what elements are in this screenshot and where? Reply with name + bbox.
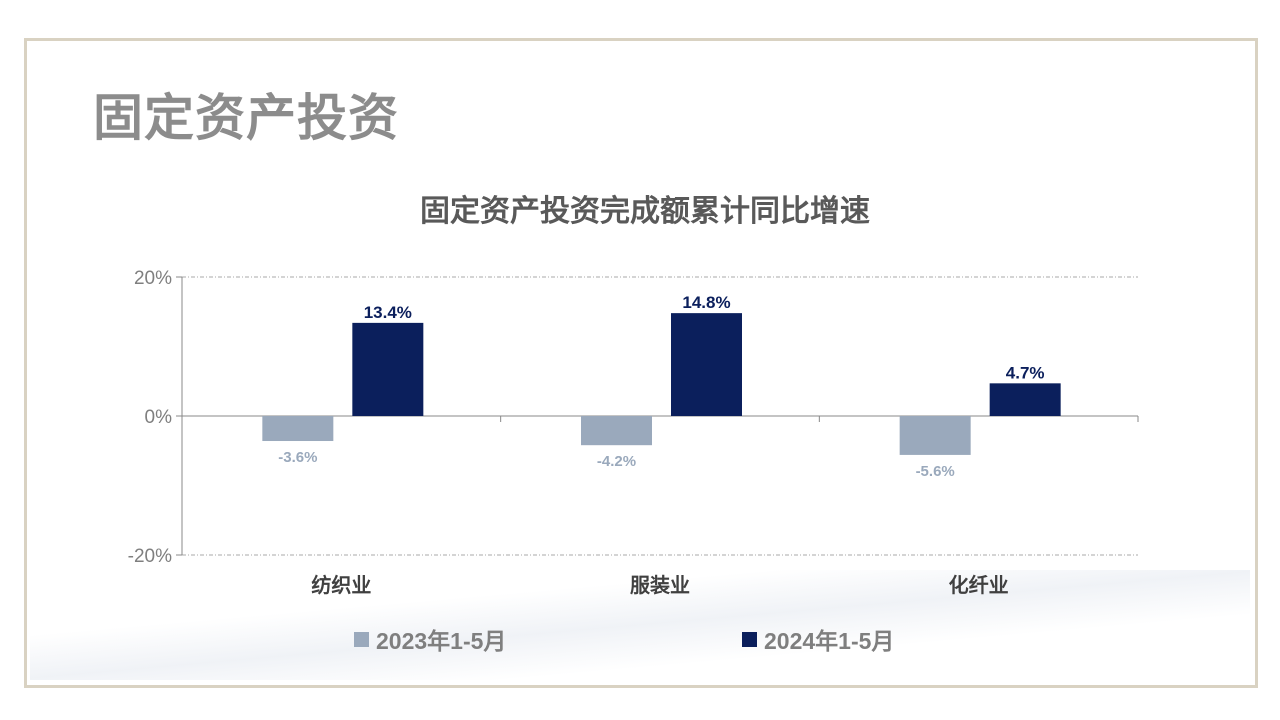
data-label: 13.4% (364, 303, 412, 322)
x-tick-label: 服装业 (630, 573, 690, 597)
bar-2023 (899, 416, 971, 455)
legend-label: 2023年1-5月 (376, 628, 507, 654)
bar-2023 (262, 416, 334, 442)
bar-2024 (352, 322, 424, 416)
data-label: -5.6% (916, 463, 955, 480)
x-tick-label: 纺织业 (311, 573, 371, 597)
legend-item-2024: 2024年1-5月 (742, 622, 894, 656)
legend-item-2023: 2023年1-5月 (354, 622, 506, 656)
slide-heading: 固定资产投资 (93, 90, 399, 146)
data-label: -4.2% (597, 453, 636, 470)
legend-label: 2024年1-5月 (764, 628, 895, 654)
y-tick-label: 20% (134, 268, 172, 289)
bar-2024 (671, 313, 742, 416)
background-wave (30, 570, 1250, 680)
bar-2024 (989, 383, 1061, 416)
chart-title: 固定资产投资完成额累计同比增速 (420, 195, 870, 228)
legend-swatch (742, 631, 757, 647)
y-tick-label: 0% (145, 407, 173, 428)
legend-swatch (354, 631, 369, 647)
data-label: 4.7% (1006, 363, 1045, 382)
data-label: 14.8% (682, 293, 730, 312)
data-label: -3.6% (278, 449, 317, 466)
slide-frame (24, 38, 1258, 688)
x-tick-label: 化纤业 (949, 573, 1009, 597)
y-tick-label: -20% (128, 546, 172, 567)
bar-2023 (581, 416, 652, 446)
